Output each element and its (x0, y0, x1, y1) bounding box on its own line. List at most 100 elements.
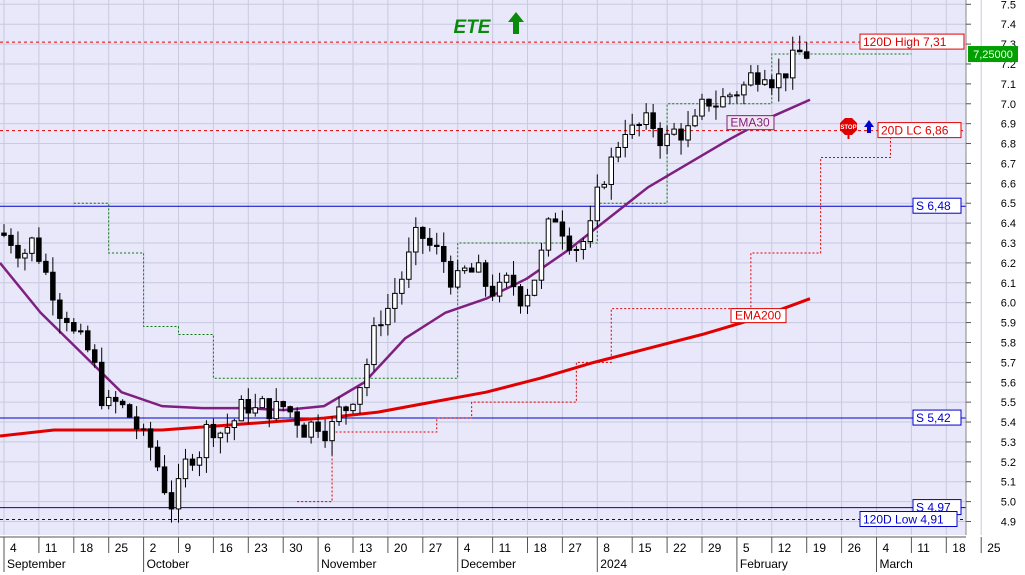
x-day-label: 12 (778, 541, 792, 555)
x-day-label: 20 (394, 541, 408, 555)
y-tick-label: 6.7 (1001, 158, 1016, 170)
candle-body (427, 237, 433, 246)
last-price-label: 7,25000 (973, 49, 1013, 61)
y-tick-label: 7.0 (1001, 99, 1016, 111)
x-day-label: 11 (45, 541, 58, 555)
candle-body (238, 398, 245, 422)
x-day-label: 15 (638, 541, 652, 555)
candle-body (245, 398, 252, 414)
ema200-label-box (730, 308, 787, 324)
candle-body (706, 98, 712, 107)
candle-body (196, 457, 203, 466)
y-tick-label: 7.1 (1001, 79, 1016, 91)
candle-body (399, 278, 405, 294)
blue-up-arrow-icon (864, 120, 874, 133)
candle-body (273, 401, 279, 420)
candle-body (622, 133, 628, 148)
x-month-label: October (147, 557, 190, 571)
candle-body (727, 94, 733, 98)
y-tick-label: 6.3 (1001, 238, 1016, 250)
x-day-label: 18 (534, 541, 548, 555)
y-tick-label: 5.5 (1001, 397, 1016, 409)
candle-body (503, 274, 510, 283)
ema200-path (0, 297, 811, 438)
y-tick-label: 5.7 (1001, 357, 1016, 369)
x-day-label: 25 (115, 541, 129, 555)
candle-body (1, 232, 7, 236)
y-tick-label: 6.9 (1001, 119, 1016, 131)
x-day-label: 16 (219, 541, 233, 555)
x-day-label: 27 (568, 541, 582, 555)
candle-body (510, 274, 517, 288)
candle-body (657, 127, 663, 147)
candle-body (8, 234, 14, 246)
x-month-label: November (321, 557, 376, 571)
candle-body (126, 404, 133, 418)
x-day-label: 9 (185, 541, 192, 555)
candle-body (608, 156, 615, 185)
candle-body (573, 248, 580, 251)
candle-body (378, 324, 384, 327)
line-label-text: 120D High 7,31 (863, 35, 947, 49)
candle-body (776, 73, 782, 89)
candle-body (545, 218, 552, 251)
candle-body (769, 79, 775, 89)
y-tick-label: 5.4 (1001, 417, 1016, 429)
y-axis: 4.9 5.0 5.1 5.2 5.3 5.4 5.5 5.6 5.7 5.8 5.9 6.0 6.1 6… (965, 0, 1016, 535)
x-day-label: 4 (464, 541, 471, 555)
candle-body (280, 401, 286, 408)
axis-background (966, 0, 1025, 535)
candle-body (71, 322, 77, 332)
candle-body (454, 270, 461, 288)
candle-body (301, 424, 307, 438)
stop-step-path (297, 131, 961, 503)
candle-body (231, 420, 238, 429)
candle-body (98, 361, 105, 407)
line-label-box (877, 122, 962, 139)
candle-body (147, 428, 154, 448)
gridlines (0, 0, 982, 535)
svg-text:STOP: STOP (840, 125, 856, 131)
line-label-box (912, 409, 962, 426)
candle-body (720, 96, 726, 108)
candle-body (294, 411, 300, 426)
candle-body (168, 492, 175, 510)
candle-body (783, 73, 789, 79)
y-tick-label: 4.9 (1001, 517, 1016, 529)
candle-body (43, 260, 49, 273)
candle-body (406, 251, 412, 280)
candle-body (587, 220, 594, 243)
y-tick-label: 6.5 (1001, 198, 1016, 210)
candle-body (475, 262, 482, 273)
candle-body (629, 124, 635, 135)
candle-body (336, 406, 342, 423)
candle-body (413, 226, 419, 253)
candle-body (175, 478, 182, 510)
candle-body (161, 466, 168, 494)
candle-body (287, 406, 293, 413)
x-day-label: 4 (10, 541, 17, 555)
line-label-box (859, 33, 965, 50)
candle-body (552, 218, 559, 223)
candle-body (22, 252, 28, 259)
x-month-label: September (7, 557, 66, 571)
candle-body (50, 271, 56, 301)
candle-body (664, 133, 670, 147)
support-resistance-lines (0, 41, 966, 521)
candle-body (357, 387, 363, 405)
y-tick-label: 5.9 (1001, 318, 1016, 330)
candle-body (734, 94, 740, 97)
trend-up-arrow-icon (508, 12, 524, 34)
x-day-label: 11 (499, 541, 512, 555)
candle-body (266, 398, 272, 420)
candle-body (140, 428, 147, 431)
candle-body (538, 249, 545, 281)
candle-body (762, 79, 768, 85)
y-tick-label: 5.6 (1001, 377, 1016, 389)
y-tick-label: 6.0 (1001, 298, 1016, 310)
x-day-label: 18 (952, 541, 966, 555)
candle-body (789, 49, 796, 79)
x-day-label: 18 (80, 541, 94, 555)
candle-body (182, 458, 189, 480)
candle-body (468, 267, 475, 273)
